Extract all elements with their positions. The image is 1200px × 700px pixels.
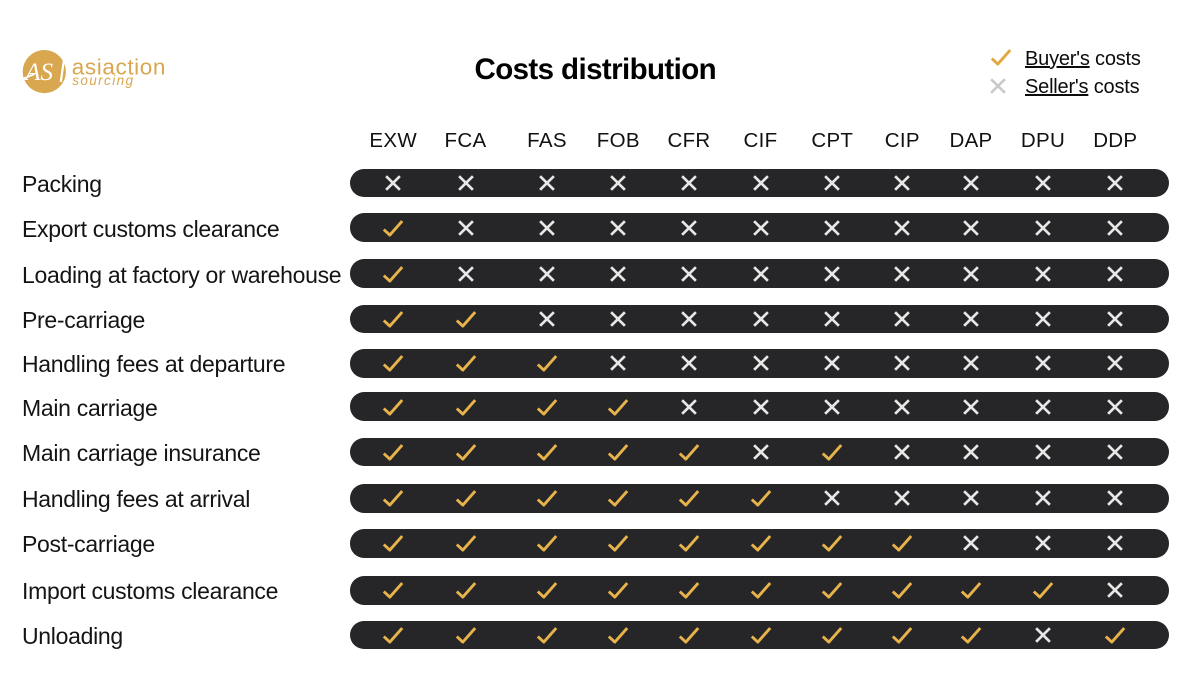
svg-text:sourcing: sourcing [72,73,134,88]
svg-text:asiaction: asiaction [72,54,166,79]
svg-text:AS: AS [23,59,53,86]
